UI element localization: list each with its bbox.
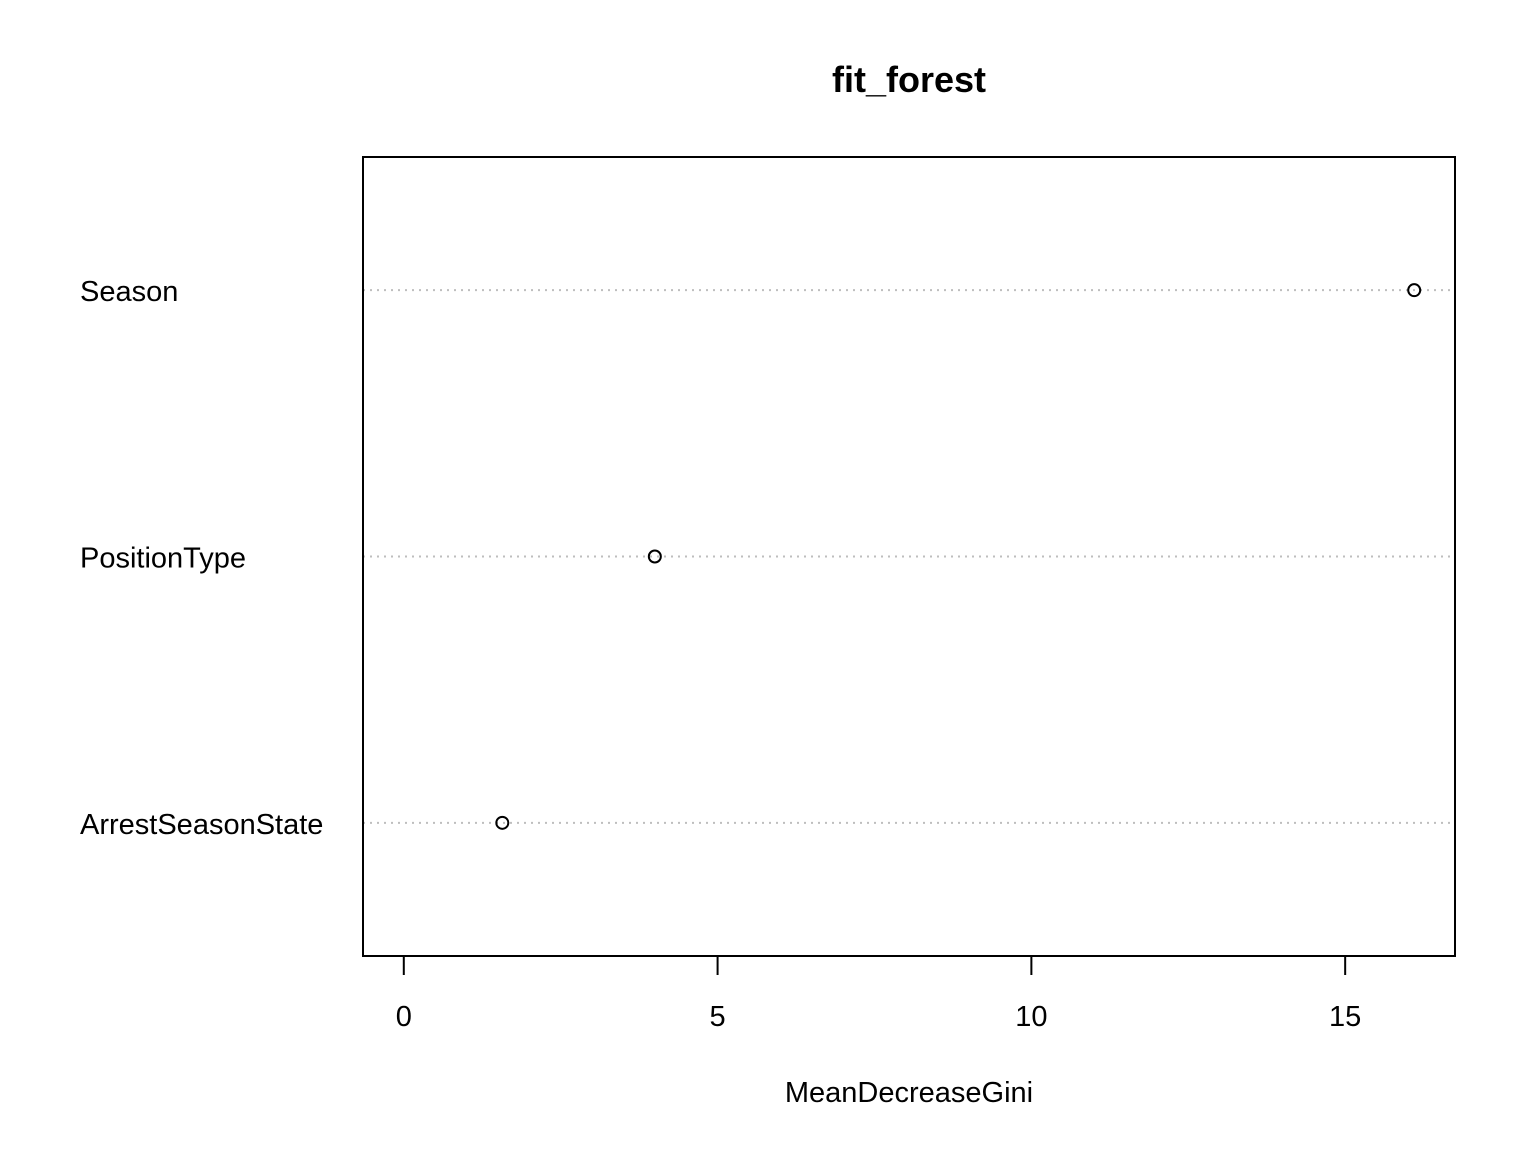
x-tick-label: 10	[1015, 1001, 1047, 1033]
x-axis-label: MeanDecreaseGini	[785, 1077, 1033, 1109]
data-point	[1407, 283, 1422, 298]
data-points	[495, 283, 1422, 830]
data-point	[647, 549, 662, 564]
x-tick-label: 15	[1329, 1001, 1361, 1033]
x-tick-label: 0	[396, 1001, 412, 1033]
y-tick-label: PositionType	[80, 543, 246, 575]
y-tick-label: ArrestSeasonState	[80, 809, 323, 841]
x-axis: 0 5 10 15	[396, 955, 1361, 1033]
y-axis-labels: Season PositionType ArrestSeasonState	[80, 276, 323, 841]
chart-title: fit_forest	[832, 59, 986, 100]
grid-lines	[363, 289, 1455, 824]
x-tick-label: 5	[710, 1001, 726, 1033]
data-point	[495, 815, 510, 830]
y-tick-label: Season	[80, 276, 178, 308]
